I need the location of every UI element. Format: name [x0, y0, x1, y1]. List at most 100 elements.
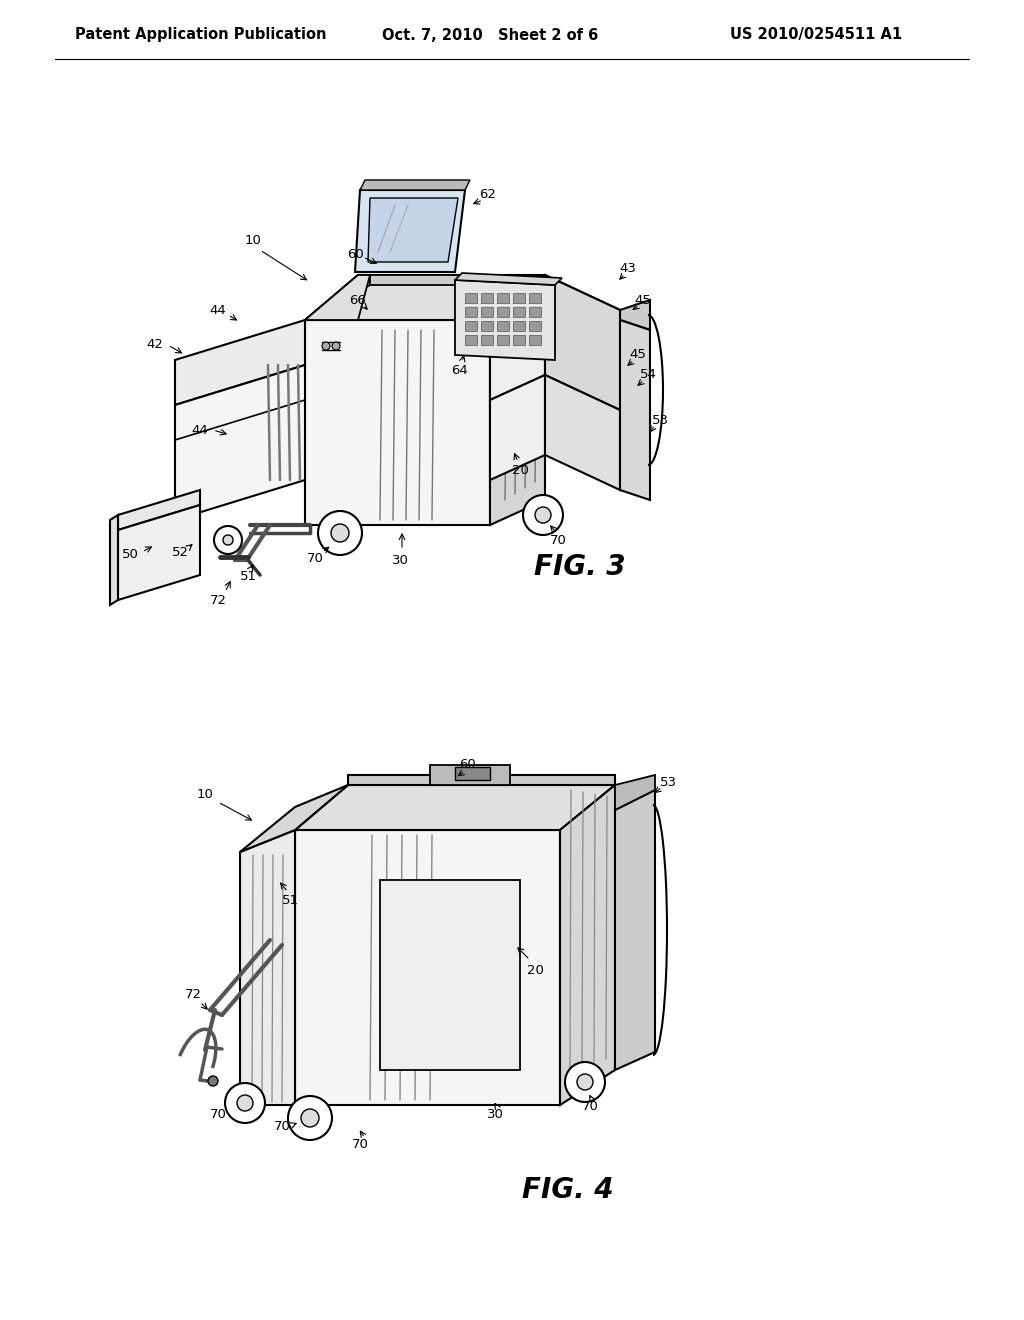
Circle shape: [318, 511, 362, 554]
Polygon shape: [305, 275, 545, 319]
Text: 51: 51: [240, 570, 256, 583]
Polygon shape: [490, 275, 545, 525]
Text: 62: 62: [479, 189, 497, 202]
Polygon shape: [295, 785, 615, 830]
Polygon shape: [455, 273, 562, 285]
Text: 20: 20: [512, 463, 528, 477]
Polygon shape: [305, 319, 490, 525]
Polygon shape: [615, 775, 655, 810]
Polygon shape: [545, 375, 620, 490]
Polygon shape: [240, 785, 348, 851]
Polygon shape: [455, 767, 490, 780]
Text: 20: 20: [526, 964, 544, 977]
Polygon shape: [545, 275, 620, 411]
Polygon shape: [368, 198, 458, 261]
Polygon shape: [513, 293, 525, 304]
Text: 45: 45: [635, 293, 651, 306]
Polygon shape: [490, 275, 545, 400]
Circle shape: [322, 342, 330, 350]
Text: 42: 42: [146, 338, 164, 351]
Text: FIG. 3: FIG. 3: [535, 553, 626, 581]
Polygon shape: [305, 275, 370, 319]
Polygon shape: [560, 785, 615, 1105]
Circle shape: [331, 524, 349, 543]
Text: 44: 44: [210, 304, 226, 317]
Polygon shape: [295, 830, 560, 1105]
Polygon shape: [490, 375, 545, 480]
Polygon shape: [497, 293, 509, 304]
Text: 60: 60: [347, 248, 364, 261]
Polygon shape: [360, 180, 470, 190]
Circle shape: [223, 535, 233, 545]
Circle shape: [577, 1074, 593, 1090]
Polygon shape: [529, 293, 541, 304]
Polygon shape: [465, 335, 477, 345]
Polygon shape: [529, 308, 541, 317]
Circle shape: [208, 1076, 218, 1086]
Text: Oct. 7, 2010   Sheet 2 of 6: Oct. 7, 2010 Sheet 2 of 6: [382, 28, 598, 42]
Polygon shape: [615, 789, 655, 1071]
Polygon shape: [370, 275, 465, 285]
Polygon shape: [620, 300, 650, 330]
Circle shape: [565, 1063, 605, 1102]
Polygon shape: [481, 293, 493, 304]
Polygon shape: [529, 321, 541, 331]
Polygon shape: [513, 335, 525, 345]
Polygon shape: [620, 319, 650, 500]
Polygon shape: [175, 319, 305, 405]
Text: 60: 60: [460, 759, 476, 771]
Polygon shape: [513, 308, 525, 317]
Circle shape: [237, 1096, 253, 1111]
Polygon shape: [529, 335, 541, 345]
Text: 45: 45: [630, 348, 646, 362]
Polygon shape: [118, 490, 200, 531]
Polygon shape: [355, 190, 465, 272]
Text: 30: 30: [391, 553, 409, 566]
Text: 43: 43: [620, 261, 637, 275]
Polygon shape: [305, 275, 370, 319]
Text: 52: 52: [171, 545, 188, 558]
Polygon shape: [240, 830, 295, 1105]
Text: 44: 44: [191, 424, 208, 437]
Text: 70: 70: [210, 1109, 226, 1122]
Text: Patent Application Publication: Patent Application Publication: [75, 28, 327, 42]
Text: 54: 54: [640, 368, 656, 381]
Polygon shape: [513, 321, 525, 331]
Circle shape: [214, 525, 242, 554]
Text: 72: 72: [210, 594, 226, 606]
Text: 72: 72: [184, 989, 202, 1002]
Polygon shape: [348, 775, 615, 785]
Circle shape: [523, 495, 563, 535]
Text: 53: 53: [651, 413, 669, 426]
Polygon shape: [490, 275, 620, 355]
Text: 64: 64: [452, 363, 468, 376]
Polygon shape: [497, 308, 509, 317]
Polygon shape: [465, 321, 477, 331]
Circle shape: [225, 1082, 265, 1123]
Text: 70: 70: [273, 1121, 291, 1134]
Text: 50: 50: [122, 549, 138, 561]
Text: FIG. 4: FIG. 4: [522, 1176, 613, 1204]
Text: 70: 70: [582, 1101, 598, 1114]
Text: 70: 70: [306, 552, 324, 565]
Polygon shape: [455, 280, 555, 360]
Circle shape: [288, 1096, 332, 1140]
Circle shape: [332, 342, 340, 350]
Polygon shape: [497, 321, 509, 331]
Polygon shape: [481, 308, 493, 317]
Text: 53: 53: [659, 776, 677, 788]
Text: 30: 30: [486, 1109, 504, 1122]
Polygon shape: [481, 321, 493, 331]
Circle shape: [535, 507, 551, 523]
Text: 70: 70: [351, 1138, 369, 1151]
Polygon shape: [175, 366, 305, 520]
Text: 66: 66: [349, 293, 367, 306]
Text: US 2010/0254511 A1: US 2010/0254511 A1: [730, 28, 902, 42]
Polygon shape: [465, 308, 477, 317]
Polygon shape: [481, 335, 493, 345]
Text: 10: 10: [245, 234, 261, 247]
Circle shape: [301, 1109, 319, 1127]
Polygon shape: [430, 766, 510, 785]
Text: 10: 10: [197, 788, 213, 801]
Text: 70: 70: [550, 533, 566, 546]
